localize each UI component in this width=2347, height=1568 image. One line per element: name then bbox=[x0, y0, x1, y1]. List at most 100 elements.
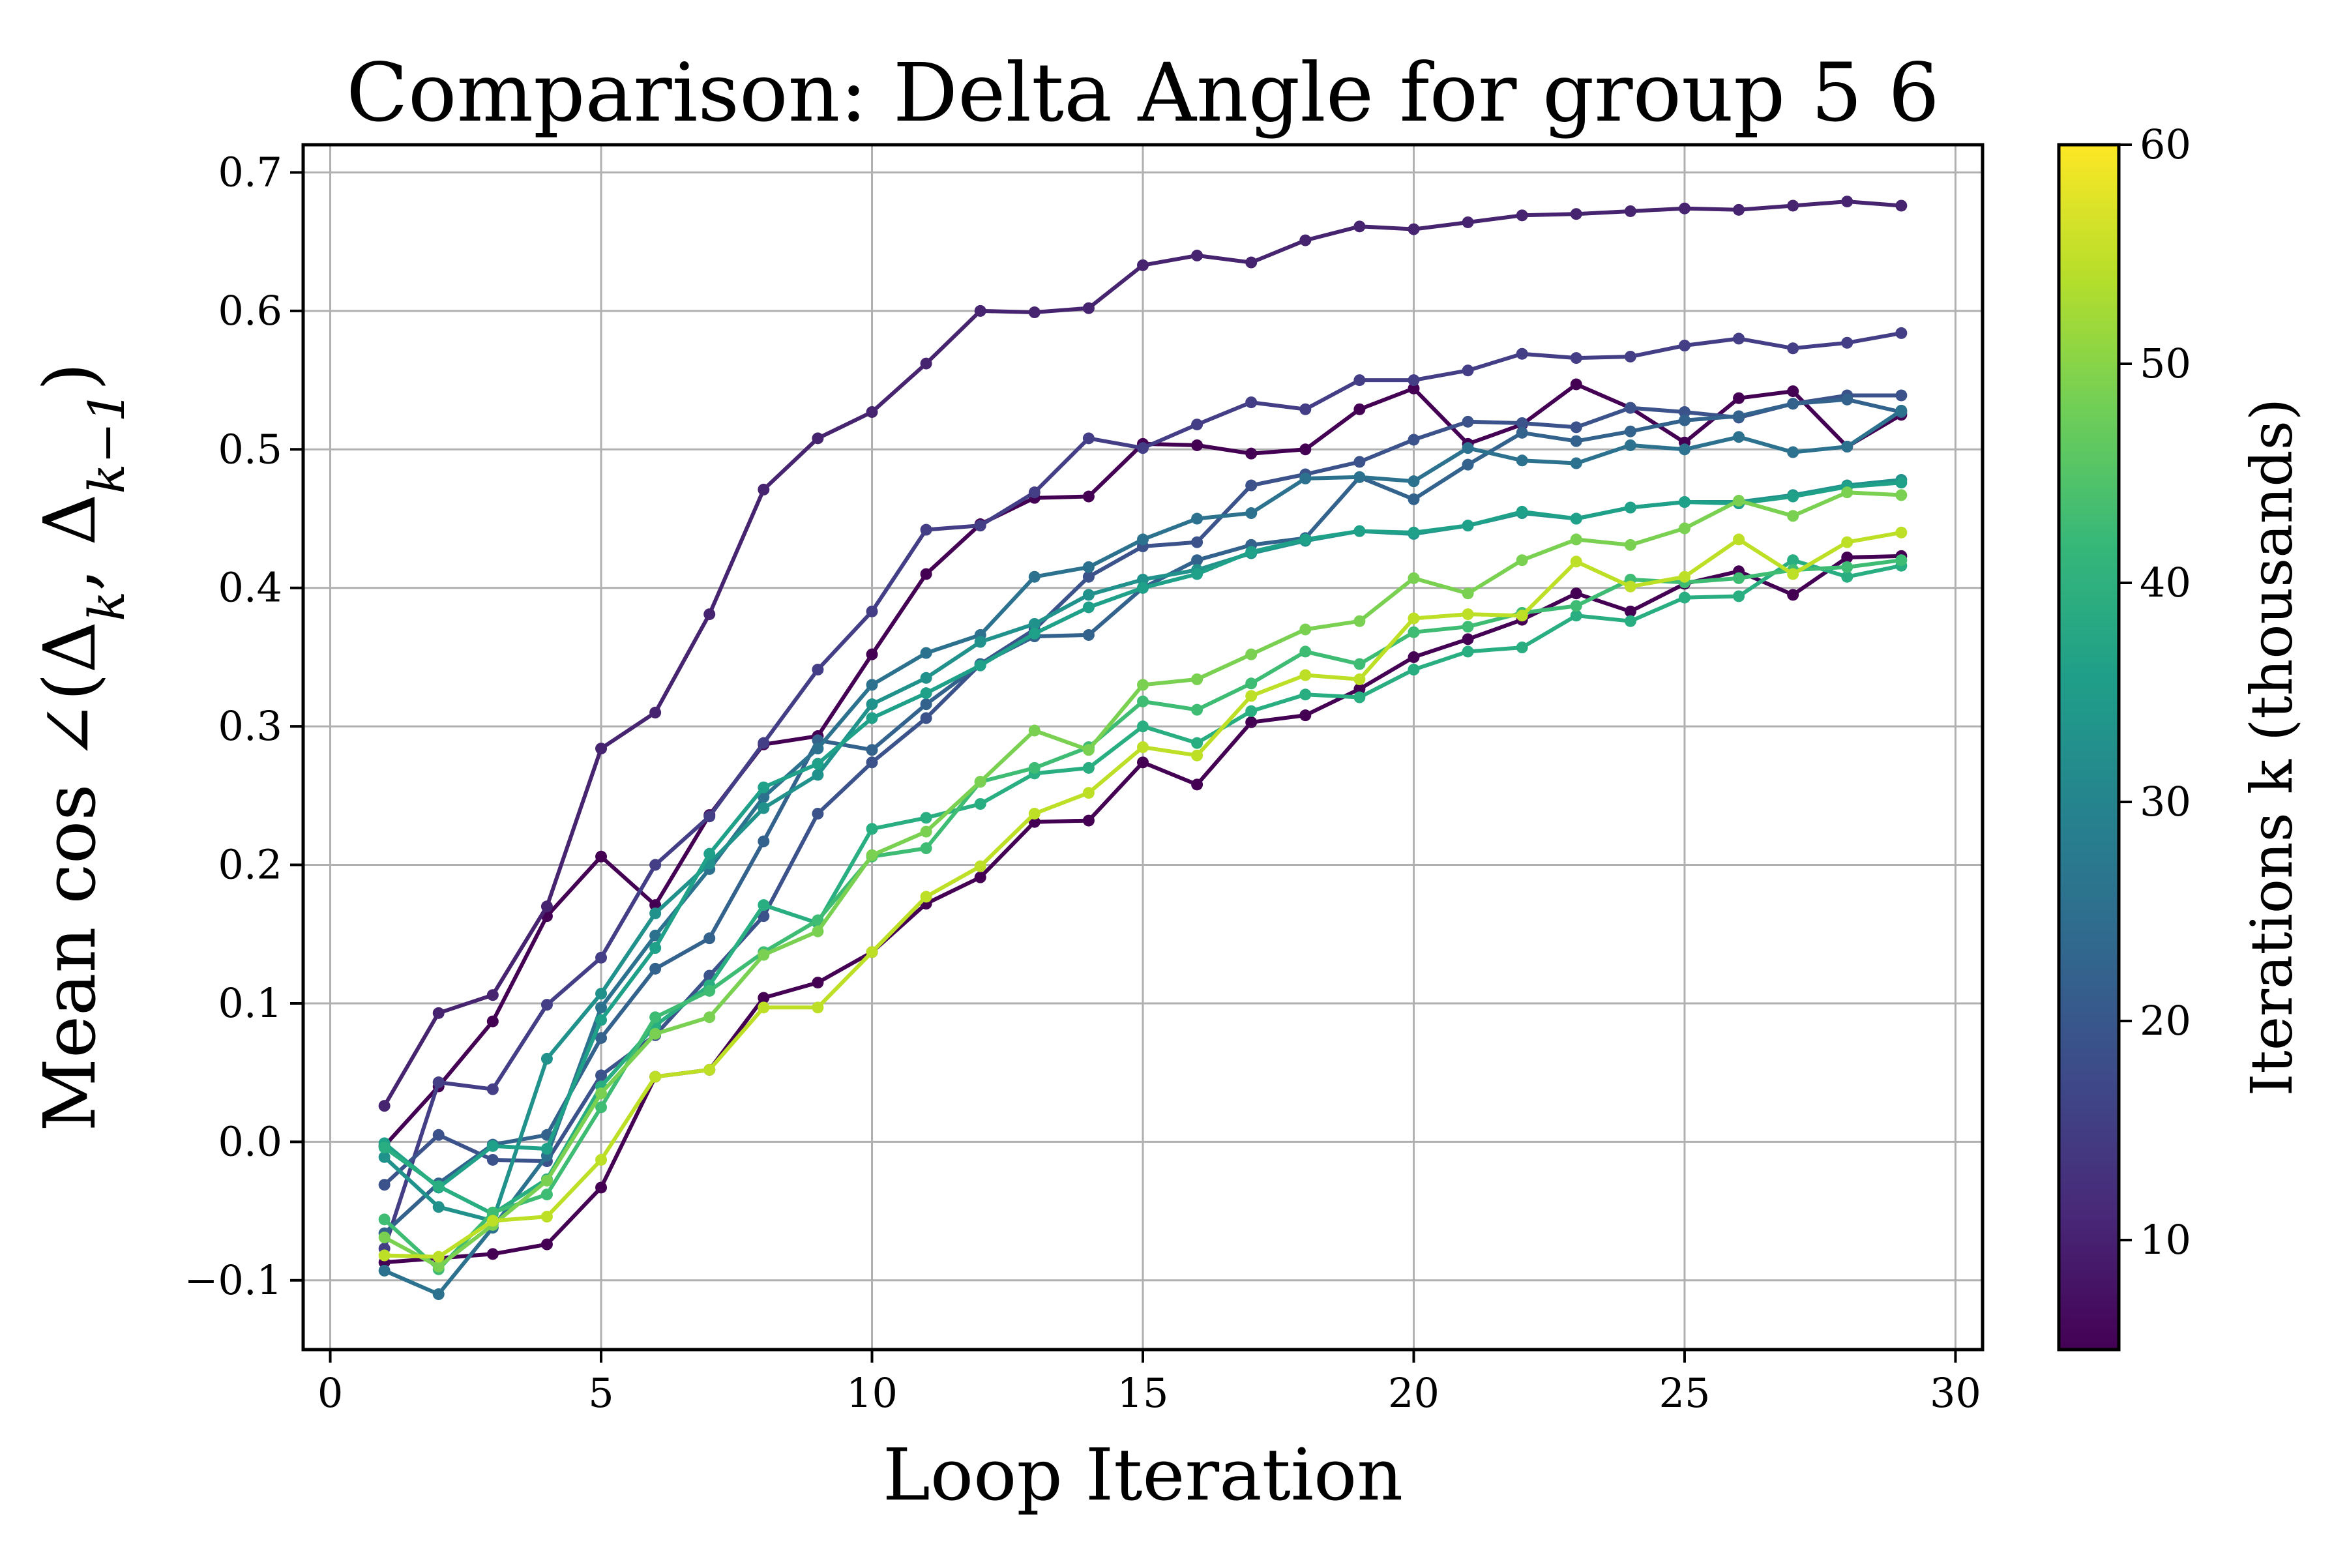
data-point bbox=[486, 1206, 499, 1219]
data-point bbox=[1462, 645, 1474, 658]
data-point bbox=[1678, 202, 1690, 214]
data-point bbox=[920, 891, 932, 903]
data-point bbox=[920, 687, 932, 700]
y-tick-label: 0.0 bbox=[218, 1117, 282, 1165]
data-point bbox=[1137, 442, 1149, 454]
x-tick-label: 0 bbox=[317, 1369, 343, 1417]
data-point bbox=[1570, 600, 1582, 612]
data-point bbox=[378, 1151, 391, 1163]
data-point bbox=[1082, 601, 1095, 614]
x-tick-label: 10 bbox=[846, 1369, 898, 1417]
data-point bbox=[974, 304, 986, 317]
data-point bbox=[486, 1153, 499, 1166]
data-point bbox=[1895, 404, 1908, 417]
data-point bbox=[1678, 522, 1690, 535]
data-point bbox=[920, 524, 932, 536]
data-point bbox=[866, 698, 878, 711]
data-point bbox=[1570, 208, 1582, 220]
data-point bbox=[1678, 496, 1690, 509]
data-point bbox=[1245, 546, 1258, 558]
x-axis-ticks: 0 5 10 15 20 25 30 bbox=[317, 1350, 1981, 1417]
data-point bbox=[1082, 814, 1095, 827]
data-point bbox=[595, 743, 608, 755]
data-point bbox=[1841, 536, 1853, 548]
data-point bbox=[812, 807, 824, 820]
data-point bbox=[1245, 507, 1258, 520]
data-point bbox=[1028, 807, 1041, 820]
y-tick-label: 0.5 bbox=[218, 425, 282, 473]
data-point bbox=[1245, 677, 1258, 690]
data-point bbox=[1678, 443, 1690, 456]
data-point bbox=[649, 1011, 662, 1024]
data-point bbox=[1299, 533, 1312, 546]
data-point bbox=[1408, 626, 1420, 638]
data-point bbox=[1299, 443, 1312, 456]
data-point bbox=[649, 929, 662, 941]
data-point bbox=[1570, 512, 1582, 525]
data-point bbox=[649, 907, 662, 919]
data-point bbox=[1733, 590, 1745, 602]
data-point bbox=[1299, 688, 1312, 701]
y-tick-label: 0.4 bbox=[218, 564, 282, 612]
data-point bbox=[1299, 709, 1312, 722]
data-point bbox=[486, 1140, 499, 1152]
data-point bbox=[866, 756, 878, 769]
y-tick-label: 0.6 bbox=[218, 287, 282, 334]
y-axis-label: Mean cos ∠(Δk, Δk−1) bbox=[28, 362, 136, 1131]
data-point bbox=[1787, 510, 1799, 522]
data-point bbox=[920, 712, 932, 724]
data-point bbox=[1462, 442, 1474, 454]
data-point bbox=[1082, 787, 1095, 799]
data-point bbox=[1191, 673, 1203, 685]
data-point bbox=[1624, 425, 1636, 437]
data-point bbox=[1299, 623, 1312, 636]
data-point bbox=[1624, 580, 1636, 593]
data-point bbox=[1353, 691, 1366, 703]
data-point bbox=[649, 706, 662, 718]
data-point bbox=[866, 849, 878, 861]
data-point bbox=[1353, 658, 1366, 670]
data-point bbox=[1733, 572, 1745, 584]
data-point bbox=[649, 859, 662, 871]
data-point bbox=[1516, 642, 1528, 654]
data-point bbox=[1299, 403, 1312, 415]
data-point bbox=[1624, 350, 1636, 362]
y-tick-label: −0.1 bbox=[184, 1256, 282, 1304]
data-point bbox=[758, 910, 770, 923]
data-point bbox=[378, 1141, 391, 1153]
data-point bbox=[866, 823, 878, 835]
data-point bbox=[486, 989, 499, 1001]
data-point bbox=[1082, 762, 1095, 774]
data-point bbox=[758, 737, 770, 749]
chart-title: Comparison: Delta Angle for group 5 6 bbox=[346, 46, 1940, 140]
data-point bbox=[1787, 446, 1799, 458]
x-tick-label: 25 bbox=[1659, 1369, 1711, 1417]
data-point bbox=[1678, 406, 1690, 418]
colorbar-tick-label: 20 bbox=[2140, 997, 2191, 1044]
data-point bbox=[595, 1032, 608, 1044]
data-point bbox=[649, 942, 662, 954]
data-point bbox=[1787, 385, 1799, 398]
data-point bbox=[1245, 716, 1258, 728]
data-point bbox=[432, 1260, 445, 1273]
data-point bbox=[540, 1052, 553, 1065]
data-point bbox=[378, 1213, 391, 1226]
data-point bbox=[1082, 629, 1095, 641]
data-point bbox=[1191, 554, 1203, 567]
series-55k bbox=[378, 526, 1908, 1263]
data-point bbox=[1408, 612, 1420, 625]
y-tick-label: 0.7 bbox=[218, 148, 282, 196]
data-point bbox=[1082, 570, 1095, 583]
data-point bbox=[866, 744, 878, 756]
series-25k bbox=[378, 404, 1908, 1301]
data-point bbox=[1787, 342, 1799, 355]
data-point bbox=[1082, 302, 1095, 314]
data-point bbox=[1787, 200, 1799, 212]
colorbar-tick-label: 30 bbox=[2140, 778, 2191, 825]
data-point bbox=[1570, 421, 1582, 434]
data-point bbox=[1733, 494, 1745, 507]
data-point bbox=[866, 679, 878, 691]
data-point bbox=[1733, 431, 1745, 443]
data-point bbox=[1191, 439, 1203, 451]
